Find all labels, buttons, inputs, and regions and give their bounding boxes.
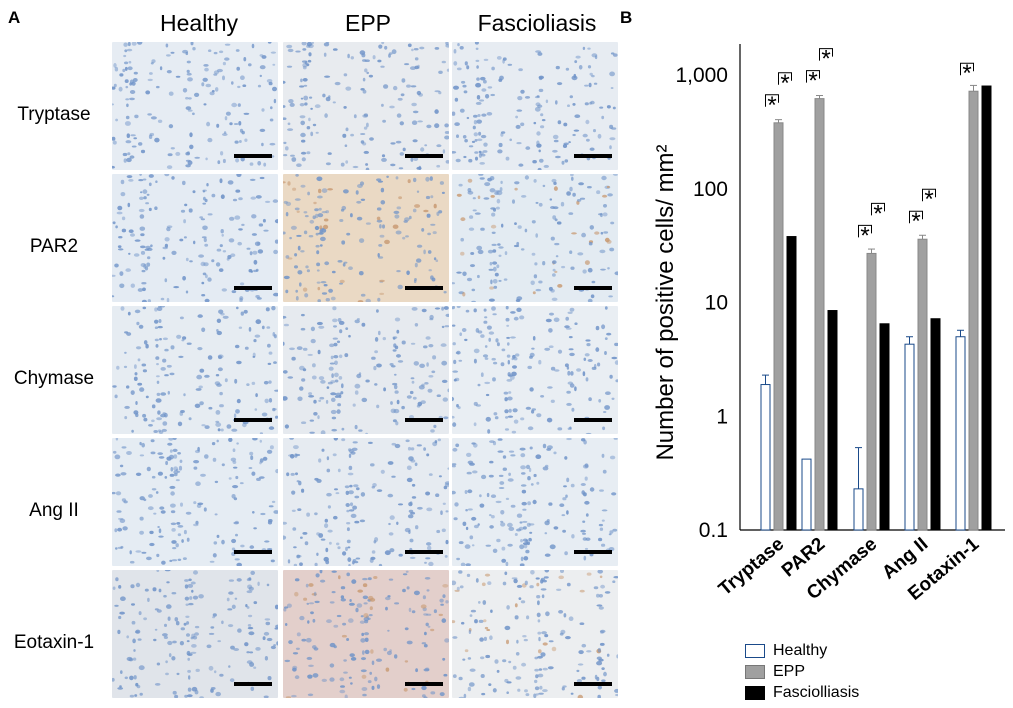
- micrograph-tryptase-epp: [283, 42, 449, 170]
- bar-chymase-healthy: [853, 488, 864, 531]
- column-header-fascioliasis: Fascioliasis: [477, 10, 597, 36]
- bar-par2-epp: [814, 98, 825, 531]
- significance-star: *: [780, 70, 789, 97]
- bar-eotaxin-1-fasciolliasis: [981, 85, 992, 531]
- bracket-epp-fascioliasis: [922, 188, 936, 202]
- scale-bar: [574, 550, 612, 554]
- y-tick-label: 1: [716, 405, 728, 428]
- bar-ang-ii-fasciolliasis: [930, 318, 941, 531]
- scale-bar: [234, 418, 272, 422]
- micrograph-eotaxin-1-fascioliasis: [452, 570, 618, 698]
- bracket-healthy-epp: [765, 94, 779, 107]
- scale-bar: [574, 682, 612, 686]
- bar-par2-fasciolliasis: [827, 310, 838, 531]
- bar-tryptase-healthy: [760, 384, 771, 531]
- legend-swatch-healthy: [745, 643, 765, 658]
- scale-bar: [234, 154, 272, 158]
- micrograph-tryptase-fascioliasis: [452, 42, 618, 170]
- micrograph-eotaxin-1-healthy: [112, 570, 278, 698]
- micrograph-ang-ii-healthy: [112, 438, 278, 566]
- y-tick-label: 100: [693, 178, 728, 201]
- scale-bar: [405, 154, 443, 158]
- bar-eotaxin-1-healthy: [955, 336, 966, 531]
- row-label-chymase: Chymase: [13, 368, 95, 389]
- chart-legend: Healthy EPP Fasciolliasis: [745, 640, 859, 703]
- significance-star: *: [860, 222, 869, 249]
- row-label-ang-ii: Ang II: [29, 500, 79, 521]
- y-tick-label: 0.1: [699, 519, 728, 542]
- bar-chymase-epp: [866, 252, 877, 531]
- row-label-eotaxin-1: Eotaxin-1: [13, 632, 95, 653]
- legend-label-healthy: Healthy: [773, 641, 828, 659]
- bar-tryptase-fasciolliasis: [786, 236, 797, 531]
- scale-bar: [405, 286, 443, 290]
- micrograph-chymase-healthy: [112, 306, 278, 434]
- micrograph-chymase-fascioliasis: [452, 306, 618, 434]
- scale-bar: [234, 286, 272, 290]
- scale-bar: [234, 550, 272, 554]
- micrograph-tryptase-healthy: [112, 42, 278, 170]
- row-label-par2: PAR2: [29, 236, 79, 257]
- bar-par2-healthy: [801, 458, 812, 531]
- scale-bar: [405, 418, 443, 422]
- bracket-epp-fascioliasis: [871, 202, 885, 216]
- significance-star: *: [808, 68, 817, 95]
- bar-chart: 0.1 1 10 100 1,000 Number of positive cells/ …: [652, 44, 1005, 605]
- bracket-healthy-epp: [858, 224, 872, 238]
- x-tick-label-tryptase: Tryptase: [715, 534, 788, 600]
- bracket-epp-fascioliasis: [819, 48, 833, 61]
- y-axis-label: Number of positive cells/ mm²: [652, 144, 679, 460]
- significance-star: *: [962, 60, 971, 87]
- micrograph-eotaxin-1-epp: [283, 570, 449, 698]
- scale-bar: [574, 286, 612, 290]
- legend-item-healthy: Healthy: [745, 640, 859, 661]
- significance-star: *: [873, 200, 882, 227]
- bar-eotaxin-1-epp: [968, 90, 979, 531]
- micrograph-chymase-epp: [283, 306, 449, 434]
- panel-b-letter: B: [620, 8, 633, 27]
- bar-chymase-fasciolliasis: [879, 323, 890, 531]
- y-tick-label: 10: [705, 292, 728, 315]
- legend-item-fascioliasis: Fasciolliasis: [745, 682, 859, 703]
- significance-star: *: [767, 92, 776, 119]
- legend-swatch-fascioliasis: [745, 685, 765, 700]
- bar-tryptase-epp: [773, 122, 784, 531]
- column-header-epp: EPP: [344, 10, 392, 36]
- scale-bar: [574, 418, 612, 422]
- micrograph-ang-ii-epp: [283, 438, 449, 566]
- significance-star: *: [924, 186, 933, 213]
- bracket-epp-fascioliasis: [778, 72, 792, 85]
- legend-label-fascioliasis: Fasciolliasis: [773, 683, 860, 701]
- column-header-healthy: Healthy: [160, 10, 238, 36]
- micrograph-ang-ii-fascioliasis: [452, 438, 618, 566]
- significance-star: *: [821, 46, 830, 73]
- legend-swatch-epp: [745, 664, 765, 679]
- bracket-healthy-epp: [806, 70, 820, 83]
- panel-a-letter: A: [8, 8, 21, 27]
- bar-ang-ii-healthy: [904, 343, 915, 531]
- row-label-tryptase: Tryptase: [17, 104, 91, 125]
- micrograph-par2-epp: [283, 174, 449, 302]
- micrograph-par2-healthy: [112, 174, 278, 302]
- scale-bar: [405, 682, 443, 686]
- scale-bar: [574, 154, 612, 158]
- legend-item-epp: EPP: [745, 661, 859, 682]
- bracket-healthy-epp: [960, 62, 974, 76]
- significance-star: *: [911, 208, 920, 235]
- bar-ang-ii-epp: [917, 238, 928, 531]
- scale-bar: [234, 682, 272, 686]
- micrograph-par2-fascioliasis: [452, 174, 618, 302]
- legend-label-epp: EPP: [773, 662, 806, 680]
- scale-bar: [405, 550, 443, 554]
- bracket-healthy-epp: [909, 210, 923, 224]
- y-tick-label: 1,000: [675, 64, 728, 87]
